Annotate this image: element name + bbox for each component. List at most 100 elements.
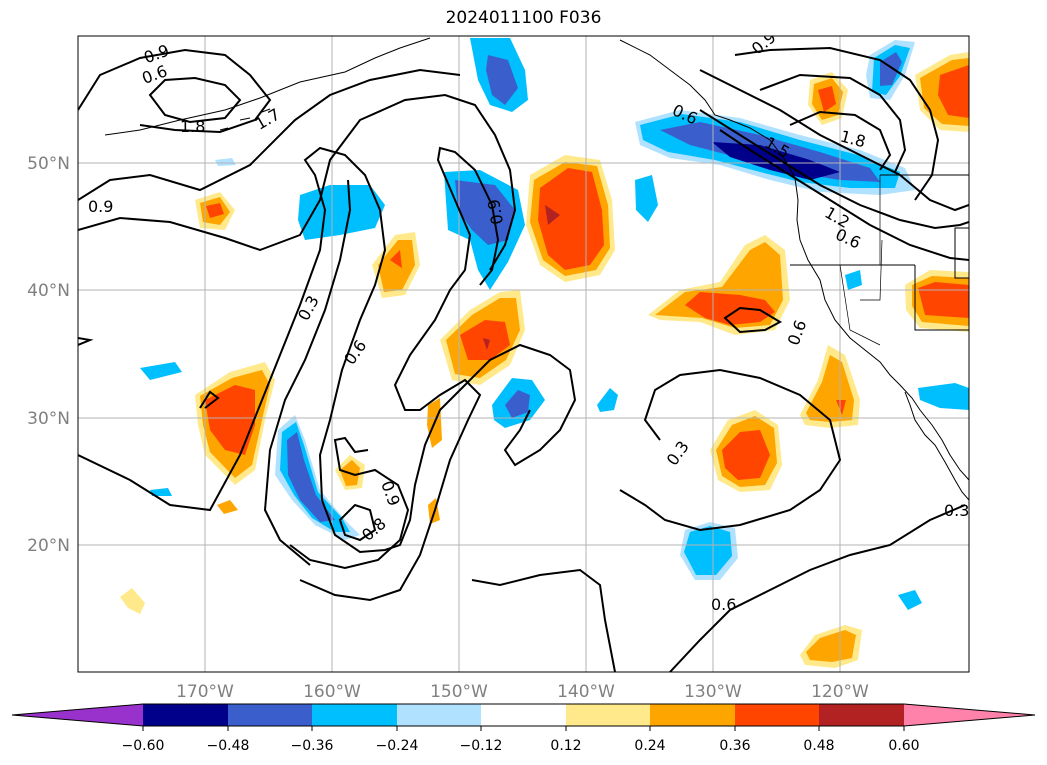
- positive-anomaly-region: [206, 203, 224, 218]
- negative-anomaly-region: [150, 488, 172, 496]
- colorbar-tick-label: 0.36: [719, 738, 750, 754]
- contour-line: [471, 568, 616, 672]
- lat-label: 50°N: [27, 154, 70, 174]
- baja-coastline: [904, 391, 969, 501]
- lon-label: 150°W: [430, 682, 488, 702]
- contour-line: [723, 306, 783, 334]
- contour-line: [289, 436, 410, 570]
- alaska-coastline: [104, 37, 431, 136]
- coastlines: [104, 37, 969, 501]
- positive-anomaly-region: [545, 205, 560, 225]
- negative-anomaly-region: [140, 362, 182, 380]
- colorbar-swatch: [143, 704, 228, 726]
- contour-line: [148, 76, 242, 124]
- colorbar-swatch: [312, 704, 397, 726]
- colorbar-ticks: [142, 726, 905, 731]
- colorbar-tick-label: 0.48: [803, 738, 834, 754]
- contour-lines: [78, 46, 969, 672]
- map-frame: [77, 35, 970, 673]
- colorbar-tick-label: −0.36: [291, 738, 334, 754]
- contour-line: [338, 503, 377, 542]
- aleutian-islands: [219, 108, 271, 131]
- gulf-of-alaska-coast: [619, 39, 969, 481]
- contour-label: 0.3: [944, 501, 969, 520]
- contour-label: 0.9: [484, 198, 507, 226]
- positive-anomaly-region: [722, 430, 770, 480]
- positive-anomaly-region: [836, 400, 846, 415]
- lon-label: 160°W: [303, 682, 361, 702]
- longitude-labels: 170°W 160°W 150°W 140°W 130°W 120°W: [176, 682, 869, 702]
- contour-line: [78, 48, 272, 134]
- contour-line: [78, 93, 517, 271]
- colorbar-tick-label: 0.12: [550, 738, 581, 754]
- colorbar-swatch: [481, 704, 566, 726]
- lon-label: 120°W: [811, 682, 869, 702]
- colorbar: −0.60 −0.48 −0.36 −0.24 −0.12 0.12 0.24 …: [11, 703, 1036, 754]
- graticule: [78, 36, 969, 672]
- lon-label: 130°W: [684, 682, 742, 702]
- lon-label: 140°W: [557, 682, 615, 702]
- positive-anomaly-region: [918, 282, 969, 318]
- contour-line: [734, 46, 940, 201]
- negative-anomaly-region: [215, 158, 236, 166]
- colorbar-swatch: [228, 704, 312, 726]
- positive-anomaly-region: [818, 86, 836, 112]
- negative-anomaly-region: [505, 390, 530, 418]
- lat-label: 20°N: [27, 536, 70, 556]
- negative-anomaly-region: [880, 52, 902, 86]
- latitude-labels: 50°N 40°N 30°N 20°N: [27, 154, 70, 556]
- positive-anomaly-region: [217, 500, 238, 514]
- positive-anomaly-region: [685, 292, 775, 325]
- negative-anomaly-region: [455, 180, 515, 245]
- lat-label: 30°N: [27, 409, 70, 429]
- negative-anomaly-region: [486, 55, 518, 105]
- colorbar-swatch: [904, 704, 1035, 726]
- negative-anomaly-region: [287, 432, 335, 522]
- contour-line: [789, 110, 892, 171]
- colorbar-tick-label: 0.60: [888, 738, 919, 754]
- contour-line: [719, 129, 969, 261]
- state-borders: [839, 175, 883, 346]
- colorbar-swatch: [566, 704, 650, 726]
- contour-line: [78, 337, 94, 346]
- contour-label: 0.9: [88, 197, 113, 216]
- negative-anomaly-region: [845, 270, 862, 290]
- colorbar-tick-label: 0.24: [634, 738, 665, 754]
- positive-anomaly-region: [205, 385, 255, 455]
- contour-line: [699, 109, 969, 230]
- contour-line: [699, 69, 969, 212]
- positive-anomaly-region: [483, 338, 490, 350]
- colorbar-swatch: [735, 704, 819, 726]
- contour-label: 1.8: [180, 117, 205, 136]
- negative-anomaly-region: [898, 590, 922, 610]
- negative-anomaly-region: [597, 388, 618, 412]
- colorbar-swatch: [397, 704, 481, 726]
- colorbar-tick-label: −0.48: [207, 738, 250, 754]
- lat-label: 40°N: [27, 281, 70, 301]
- negative-anomaly-region: [712, 142, 840, 180]
- contour-line: [263, 179, 352, 566]
- negative-anomaly-region: [684, 526, 732, 575]
- inland-border: [790, 174, 969, 331]
- contour-line: [759, 73, 907, 173]
- colorbar-swatch: [819, 704, 904, 726]
- positive-anomaly-region: [390, 250, 402, 268]
- colorbar-tick-label: −0.60: [122, 738, 165, 754]
- contour-label: 0.6: [711, 595, 736, 614]
- contour-line: [78, 146, 577, 554]
- negative-anomaly-region: [635, 175, 658, 222]
- positive-anomaly-region: [538, 168, 604, 270]
- positive-anomaly-region: [120, 588, 145, 614]
- positive-anomaly-region: [378, 240, 415, 292]
- colorbar-tick-label: −0.12: [460, 738, 503, 754]
- contour-line: [78, 68, 461, 201]
- negative-anomaly-region: [918, 383, 969, 410]
- contour-line: [669, 504, 966, 672]
- contour-line: [199, 390, 220, 409]
- lon-label: 170°W: [176, 682, 234, 702]
- contour-line: [299, 146, 500, 602]
- map-title: 2024011100 F036: [445, 8, 602, 28]
- colorbar-tick-label: −0.24: [376, 738, 419, 754]
- contour-line: [619, 368, 842, 532]
